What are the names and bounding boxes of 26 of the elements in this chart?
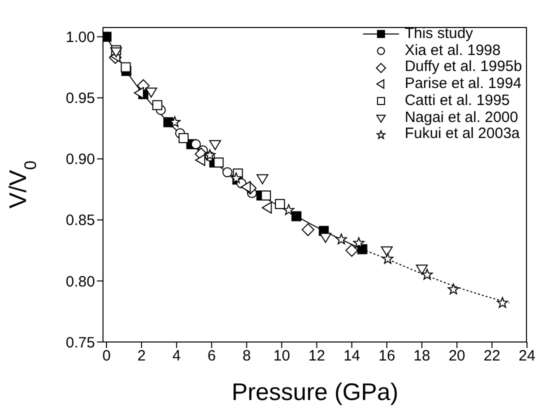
x-tick-label: 22	[484, 348, 500, 365]
y-tick-label: 1.00	[66, 29, 95, 46]
legend-label: Catti et al. 1995	[404, 92, 510, 110]
x-tick-label: 18	[414, 348, 430, 365]
legend-label: Xia et al. 1998	[404, 42, 501, 60]
legend-label: Fukui et al 2003a	[404, 125, 520, 143]
x-tick-label: 14	[343, 348, 360, 365]
x-tick-label: 20	[448, 348, 466, 365]
legend-label: Duffy et al. 1995b	[404, 58, 522, 76]
x-tick-label: 16	[378, 348, 396, 365]
x-tick-label: 24	[518, 348, 536, 365]
x-tick-label: 0	[102, 348, 111, 365]
x-axis-title: Pressure (GPa)	[232, 379, 398, 406]
x-tick-label: 2	[137, 348, 146, 365]
x-tick-label: 12	[308, 348, 326, 365]
x-tick-label: 6	[207, 348, 216, 365]
x-tick-label: 4	[172, 348, 181, 365]
y-tick-label: 0.90	[66, 151, 95, 168]
y-tick-label: 0.85	[66, 212, 95, 230]
y-tick-label: 0.95	[66, 90, 95, 108]
legend-label: Nagai et al. 2000	[404, 108, 518, 126]
y-tick-label: 0.80	[66, 273, 95, 290]
x-tick-label: 10	[273, 348, 290, 365]
legend-label: Parise et al. 1994	[404, 75, 522, 93]
y-tick-label: 0.75	[66, 334, 95, 352]
x-tick-label: 8	[242, 348, 251, 365]
